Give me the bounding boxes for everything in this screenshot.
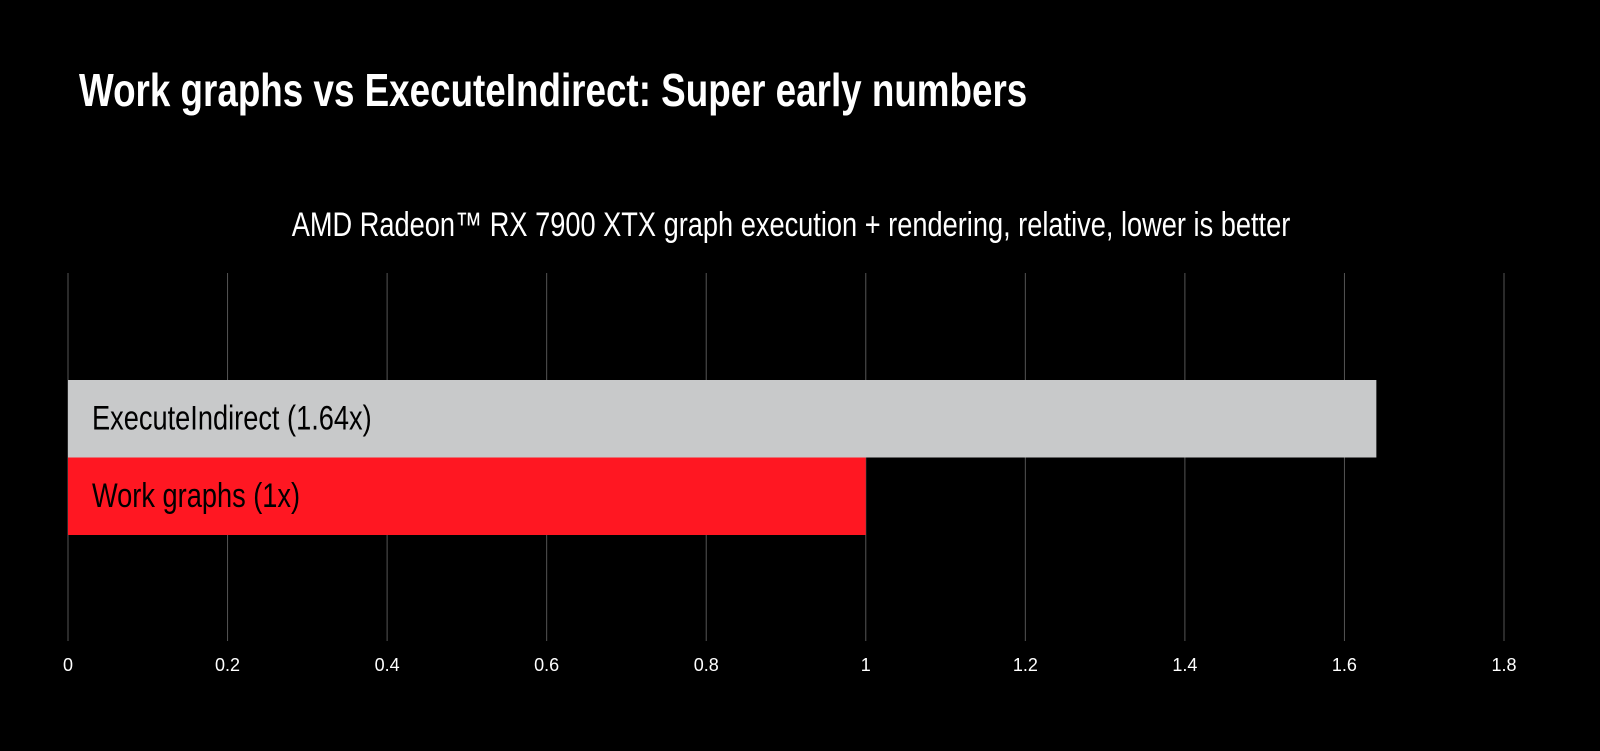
x-tick-label: 0 (63, 655, 73, 675)
chart-subtitle: AMD Radeon™ RX 7900 XTX graph execution … (292, 206, 1291, 244)
x-tick-label: 1.6 (1332, 655, 1357, 675)
bar (68, 457, 866, 535)
x-tick-label: 1.8 (1491, 655, 1516, 675)
x-tick-label: 0.8 (694, 655, 719, 675)
x-tick-label: 1.2 (1013, 655, 1038, 675)
chart-title: Work graphs vs ExecuteIndirect: Super ea… (79, 64, 1027, 116)
x-tick-label: 0.4 (375, 655, 400, 675)
x-tick-label: 1.4 (1172, 655, 1197, 675)
bar-label: Work graphs (1x) (92, 477, 300, 515)
x-tick-label: 1 (861, 655, 871, 675)
bar (68, 380, 1377, 458)
x-tick-label: 0.6 (534, 655, 559, 675)
bar-label: ExecuteIndirect (1.64x) (92, 400, 372, 438)
x-tick-label: 0.2 (215, 655, 240, 675)
